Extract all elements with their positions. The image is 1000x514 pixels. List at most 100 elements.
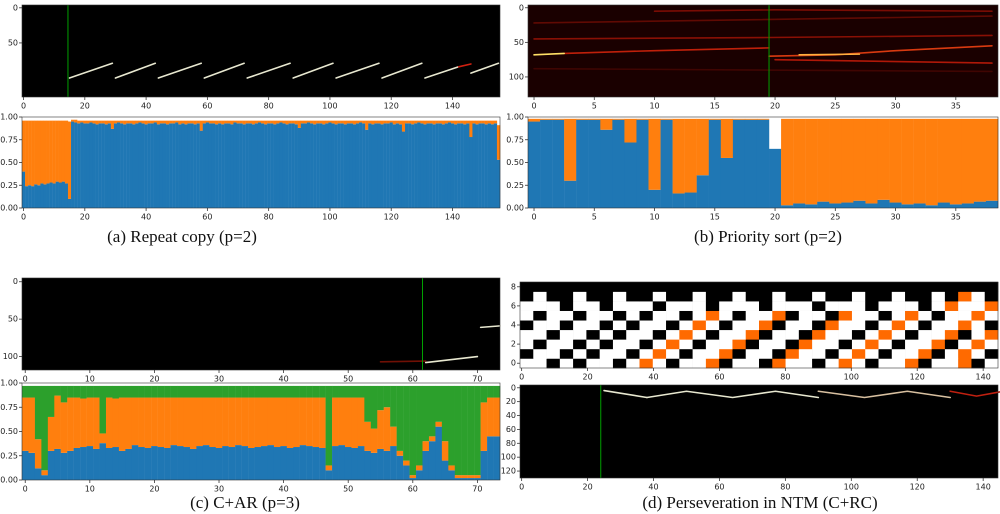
bar-segment — [331, 120, 335, 124]
bar-segment — [34, 120, 38, 185]
heatmap-cell — [905, 310, 919, 321]
bar-segment — [49, 120, 53, 183]
bar-segment — [306, 385, 313, 398]
heatmap-cell — [878, 282, 893, 292]
bar-segment — [282, 123, 286, 208]
bar-segment — [55, 120, 59, 182]
bar-segment — [104, 120, 108, 125]
heatmap-cell — [719, 291, 733, 302]
heatmap-cell — [905, 282, 919, 292]
bar-segment — [478, 120, 482, 124]
heatmap-cell — [626, 291, 640, 302]
heatmap-trace — [470, 62, 500, 74]
bar-segment — [105, 397, 113, 448]
bar-segment — [349, 120, 354, 124]
bar-segment — [973, 201, 987, 208]
bar-segment — [708, 119, 722, 208]
heatmap-cell — [745, 310, 760, 321]
bar-segment — [913, 118, 926, 204]
bar-segment — [248, 397, 255, 448]
heatmap-cell — [958, 339, 972, 350]
bar-segment — [624, 118, 637, 143]
bar-segment — [209, 385, 216, 398]
bar-segment — [211, 120, 216, 124]
heatmap-cell — [785, 282, 800, 292]
bar-segment — [80, 122, 84, 208]
bar-segment — [310, 120, 314, 124]
heatmap-cell — [772, 282, 786, 292]
heatmap-cell — [931, 348, 946, 359]
x-tick-label: 40 — [648, 483, 658, 492]
bar-segment — [215, 124, 219, 208]
heatmap-cell — [745, 301, 760, 311]
bar-segment — [441, 460, 449, 480]
bar-segment — [131, 397, 139, 446]
bar-segment — [235, 445, 242, 480]
bar-segment — [435, 426, 443, 480]
bar-segment — [41, 385, 49, 471]
bar-segment — [414, 120, 418, 124]
heatmap-cell — [639, 291, 654, 302]
heatmap-cell — [958, 348, 972, 359]
bar-segment — [241, 385, 249, 398]
bar-segment — [365, 129, 369, 208]
heatmap-cell — [559, 339, 574, 350]
bar-segment — [157, 385, 165, 398]
y-tick-label: 0 — [13, 277, 18, 286]
bar-segment — [312, 397, 320, 448]
heatmap-cell — [639, 358, 654, 369]
heatmap-cell — [918, 310, 932, 321]
bar-segment — [98, 123, 102, 208]
bar-segment — [147, 120, 151, 124]
bar-segment — [306, 122, 311, 208]
heatmap-cell — [573, 291, 587, 302]
bar-segment — [166, 120, 170, 125]
heatmap-cell — [825, 348, 839, 359]
bar-segment — [254, 385, 262, 398]
bar-segment — [417, 120, 421, 123]
bar-segment — [457, 120, 461, 124]
bar-segment — [865, 118, 878, 204]
heatmap-cell — [851, 291, 866, 302]
heatmap-cell — [812, 339, 826, 350]
x-tick-label: 10 — [85, 375, 95, 384]
bar-segment — [370, 452, 378, 480]
bar-segment — [331, 123, 335, 208]
bar-segment — [708, 118, 722, 120]
heatmap-cell — [772, 320, 786, 331]
heatmap-cell — [798, 339, 813, 350]
bar-segment — [71, 119, 75, 122]
heatmap-cell — [851, 339, 866, 350]
plot-frame — [21, 277, 501, 371]
heatmap-cell — [679, 348, 693, 359]
bar-segment — [291, 120, 295, 124]
bar-segment — [105, 385, 113, 398]
bar-segment — [105, 447, 113, 480]
bar-segment — [202, 123, 207, 208]
bar-segment — [28, 397, 36, 453]
bar-segment — [684, 118, 697, 193]
bar-segment — [116, 122, 121, 208]
y-tick-label: 0 — [511, 383, 516, 392]
bar-segment — [280, 385, 288, 398]
bar-segment — [297, 127, 302, 208]
heatmap-cell — [865, 348, 879, 359]
bar-segment — [241, 397, 249, 447]
heatmap-cell — [520, 320, 534, 331]
bar-segment — [370, 428, 378, 453]
bar-segment — [73, 447, 81, 480]
bar-segment — [540, 118, 553, 120]
x-tick-label: 80 — [264, 213, 274, 222]
heatmap-cell — [825, 339, 839, 350]
bar-segment — [118, 385, 126, 398]
bar-segment — [316, 123, 320, 208]
bar-segment — [426, 123, 430, 208]
heatmap-cell — [984, 358, 999, 369]
bar-segment — [153, 122, 158, 208]
bar-segment — [325, 470, 333, 480]
bar-segment — [403, 460, 410, 466]
bar-segment — [31, 186, 35, 208]
bar-segment — [937, 202, 950, 208]
heatmap-cell — [905, 291, 919, 302]
bar-segment — [344, 385, 352, 398]
